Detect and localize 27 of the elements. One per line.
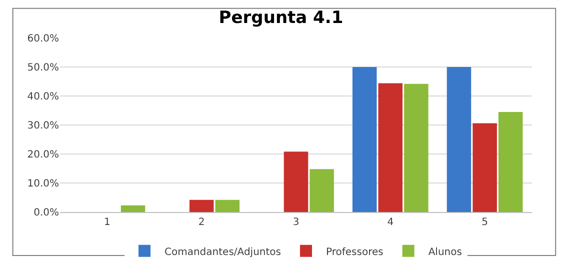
bar (378, 83, 403, 212)
y-tick-label: 50.0% (27, 62, 59, 74)
y-tick-label: 30.0% (27, 120, 59, 132)
legend-label: Alunos (428, 246, 462, 258)
x-tick-label: 3 (292, 217, 300, 228)
x-tick-label: 1 (104, 217, 110, 228)
bar (215, 200, 240, 212)
y-tick-label: 10.0% (27, 178, 59, 190)
bar (446, 67, 472, 212)
bar (352, 67, 377, 212)
bar (404, 84, 428, 212)
y-tick-label: 60.0% (27, 34, 59, 44)
x-tick-label: 5 (482, 217, 488, 228)
x-tick-label: 4 (387, 217, 394, 228)
legend-label: Professores (326, 246, 384, 258)
bar (498, 112, 523, 212)
x-tick-label: 2 (198, 217, 205, 228)
bar (310, 169, 334, 212)
bar (472, 123, 497, 212)
chart-title: Pergunta 4.1 (218, 8, 344, 28)
y-tick-label: 40.0% (27, 92, 59, 102)
y-tick-label: 20.0% (27, 150, 59, 160)
bar (120, 205, 146, 212)
bar (284, 152, 308, 212)
bar (189, 200, 214, 212)
legend-label: Comandantes/Adjuntos (164, 246, 281, 258)
y-tick-label: 0.0% (34, 208, 59, 218)
